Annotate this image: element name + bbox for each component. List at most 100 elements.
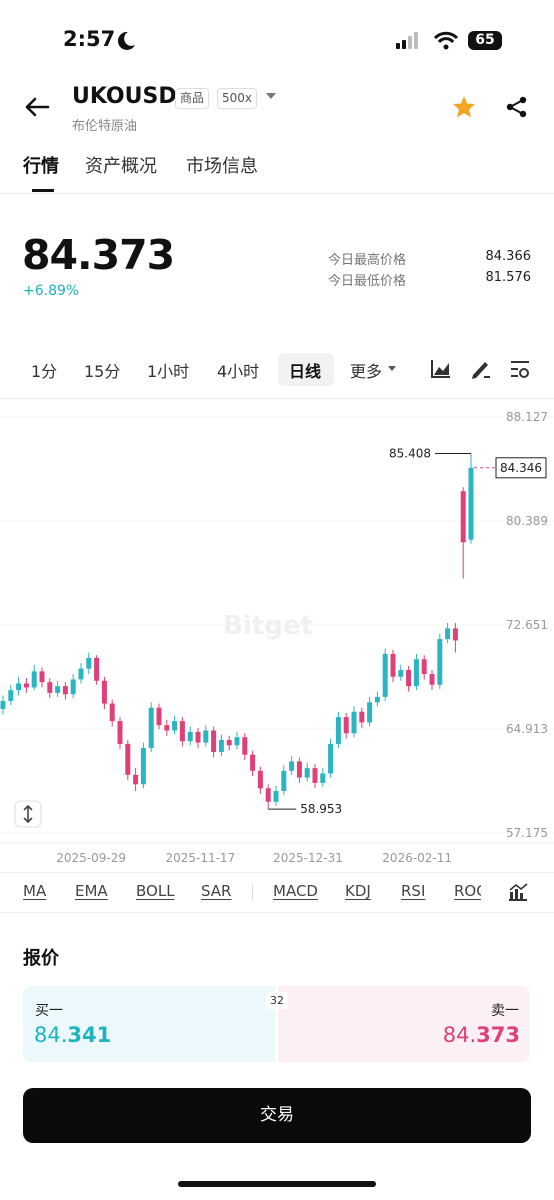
tab[interactable]: 市场信息 [186, 156, 258, 177]
separator [252, 884, 253, 901]
draw-button[interactable] [470, 358, 492, 380]
candle-body [406, 670, 412, 687]
settings-button[interactable] [509, 359, 531, 379]
candlestick-chart: Bitget 57.175 64.913 72.651 80.389 88.127 202… [0, 410, 554, 865]
price-change: +6.89% [23, 283, 80, 299]
candle-body [156, 707, 162, 726]
bid-price: 84.341 [34, 1023, 111, 1047]
indicator[interactable]: ROC [454, 882, 481, 900]
bid-price-frac: 341 [67, 1023, 112, 1047]
candle-body [359, 711, 365, 723]
candle-body [289, 761, 295, 771]
candle-body [0, 700, 6, 709]
candle-body [398, 670, 404, 677]
timeframe[interactable]: 4小时 [217, 362, 260, 381]
indicator[interactable]: MA [23, 882, 47, 900]
candle-body [101, 680, 107, 704]
candle-body [47, 682, 53, 693]
candle-body [70, 679, 76, 695]
timeframe-highlight [278, 353, 334, 386]
tab-indicator [32, 189, 54, 192]
candle-body [429, 674, 435, 685]
timeframe[interactable]: 更多 [350, 362, 383, 381]
x-tick-label: 2025-09-29 [56, 851, 126, 865]
candle-body [211, 730, 217, 753]
indicator[interactable]: BOLL [136, 882, 175, 900]
tag: 商品 [175, 88, 210, 109]
candle-body [16, 683, 22, 691]
timeframe[interactable]: 15分 [84, 362, 121, 381]
candle-body [94, 657, 100, 681]
tab[interactable]: 资产概况 [85, 156, 157, 177]
ask-box[interactable] [278, 986, 530, 1062]
candle-body [133, 774, 139, 785]
candle-body [374, 696, 380, 703]
moon-icon [117, 31, 135, 50]
candle-body [351, 711, 357, 734]
ask-price-frac: 373 [476, 1023, 520, 1047]
candle-body [234, 737, 240, 746]
candle-body [335, 717, 341, 744]
candle-body [187, 731, 193, 742]
candle-body [148, 707, 154, 748]
dropdown-icon[interactable] [266, 93, 278, 101]
timeframe[interactable]: 1分 [31, 362, 58, 381]
candle-body [296, 761, 302, 778]
candle-body [39, 671, 45, 683]
chart-type-button[interactable] [431, 359, 451, 379]
candle-body [281, 770, 287, 791]
dropdown-icon [388, 366, 396, 371]
candle-body [367, 702, 373, 723]
stat-value: 81.576 [485, 270, 532, 285]
candle-body [203, 730, 209, 743]
candle-body [265, 788, 271, 802]
indicator[interactable]: EMA [75, 882, 108, 900]
candle-body [468, 467, 474, 540]
tab[interactable]: 行情 [23, 156, 59, 177]
indicator[interactable]: KDJ [345, 882, 371, 900]
share-button[interactable] [506, 96, 528, 118]
y-tick-label: 80.389 [506, 514, 548, 528]
indicator[interactable]: RSI [401, 882, 426, 900]
candle-body [62, 686, 68, 695]
wifi-icon [433, 31, 459, 50]
bid-box[interactable] [23, 986, 275, 1062]
timeframe[interactable]: 日线 [289, 362, 322, 381]
spread: 32 [266, 992, 288, 1009]
candle-body [109, 703, 115, 722]
y-tick-label: 72.651 [506, 618, 548, 632]
candle-body [445, 628, 451, 640]
candle-body [242, 737, 248, 755]
back-button[interactable] [24, 96, 50, 118]
ask-price: 84.373 [443, 1023, 520, 1047]
candle-body [140, 747, 146, 785]
timeframe[interactable]: 1小时 [147, 362, 190, 381]
candle-body [413, 659, 419, 687]
indicator-settings[interactable] [508, 883, 528, 901]
section-title: 报价 [23, 948, 59, 969]
x-tick-label: 2026-02-11 [382, 851, 452, 865]
candle-body [390, 653, 396, 677]
indicator[interactable]: SAR [201, 882, 232, 900]
candle-body [226, 739, 232, 746]
trade-button[interactable]: 交易 [23, 1088, 531, 1143]
candle-body [343, 717, 349, 734]
candle-body [421, 659, 427, 675]
x-tick-label: 2025-12-31 [273, 851, 343, 865]
candle-body [218, 739, 224, 753]
last-price-label: 84.346 [500, 461, 542, 475]
last-price: 84.373 [22, 231, 175, 279]
indicator[interactable]: MACD [273, 882, 318, 900]
low-label: 58.953 [300, 802, 342, 816]
candle-body [304, 768, 310, 778]
expand-icon [23, 804, 33, 824]
stat-label: 今日最高价格 [328, 253, 407, 268]
favorite-button[interactable] [452, 95, 476, 119]
bid-label: 买一 [35, 1003, 63, 1019]
ask-price-int: 84. [442, 1023, 477, 1047]
candle-body [8, 690, 14, 701]
watermark: Bitget [223, 611, 313, 641]
candle-body [86, 657, 92, 669]
candle-body [117, 721, 123, 744]
symbol: UKOUSD [72, 84, 177, 109]
